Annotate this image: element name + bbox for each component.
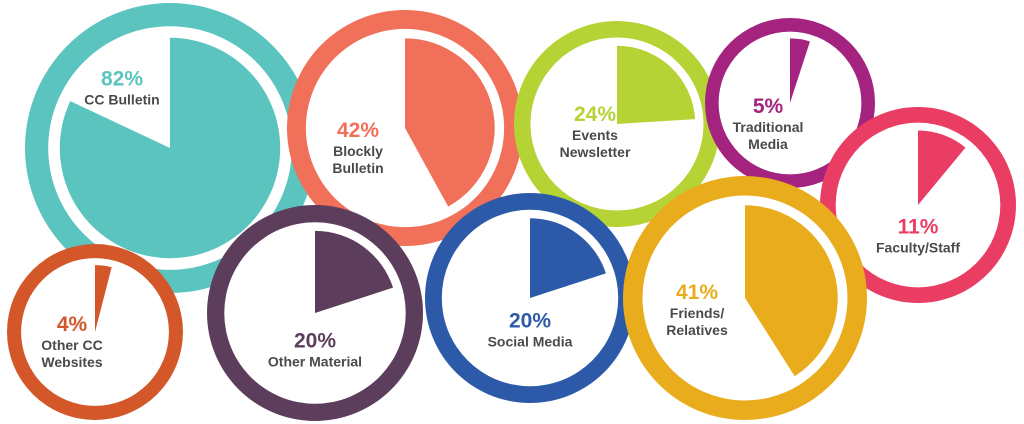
label: 5% Traditional Media: [718, 95, 818, 153]
percent: 11%: [897, 215, 939, 239]
category: CC Bulletin: [84, 91, 160, 108]
category: Friends/ Relatives: [666, 305, 728, 338]
wedge: [405, 38, 495, 207]
category: Faculty/Staff: [875, 239, 960, 256]
category: Traditional Media: [732, 119, 804, 152]
label: 11% Faculty/Staff: [858, 216, 978, 257]
wedge: [745, 205, 838, 377]
wedge: [59, 37, 281, 259]
category: Other Material: [267, 353, 363, 370]
percent: 82%: [100, 67, 144, 91]
wedge: [530, 218, 606, 298]
category: Events Newsletter: [559, 127, 631, 160]
label: 20% Social Media: [470, 310, 590, 351]
label: 24% Events Newsletter: [545, 103, 645, 161]
category: Other CC Websites: [41, 337, 103, 370]
label: 82% CC Bulletin: [67, 68, 177, 109]
wedge: [315, 230, 394, 313]
wedge: [790, 38, 810, 103]
percent: 20%: [508, 309, 552, 333]
percent: 4%: [56, 313, 88, 336]
percent: 42%: [336, 119, 380, 142]
category: Blockly Bulletin: [332, 143, 384, 176]
label: 41% Friends/ Relatives: [657, 281, 737, 339]
wedge: [918, 130, 966, 205]
wedge: [95, 265, 112, 332]
percent: 5%: [752, 95, 784, 118]
percent: 20%: [293, 329, 337, 353]
label: 20% Other Material: [245, 330, 385, 371]
label: 42% Blockly Bulletin: [313, 119, 403, 177]
percent: 24%: [573, 103, 617, 126]
wedge: [617, 45, 696, 124]
label: 4% Other CC Websites: [32, 313, 112, 371]
percent: 41%: [675, 281, 719, 304]
category: Social Media: [487, 333, 573, 350]
